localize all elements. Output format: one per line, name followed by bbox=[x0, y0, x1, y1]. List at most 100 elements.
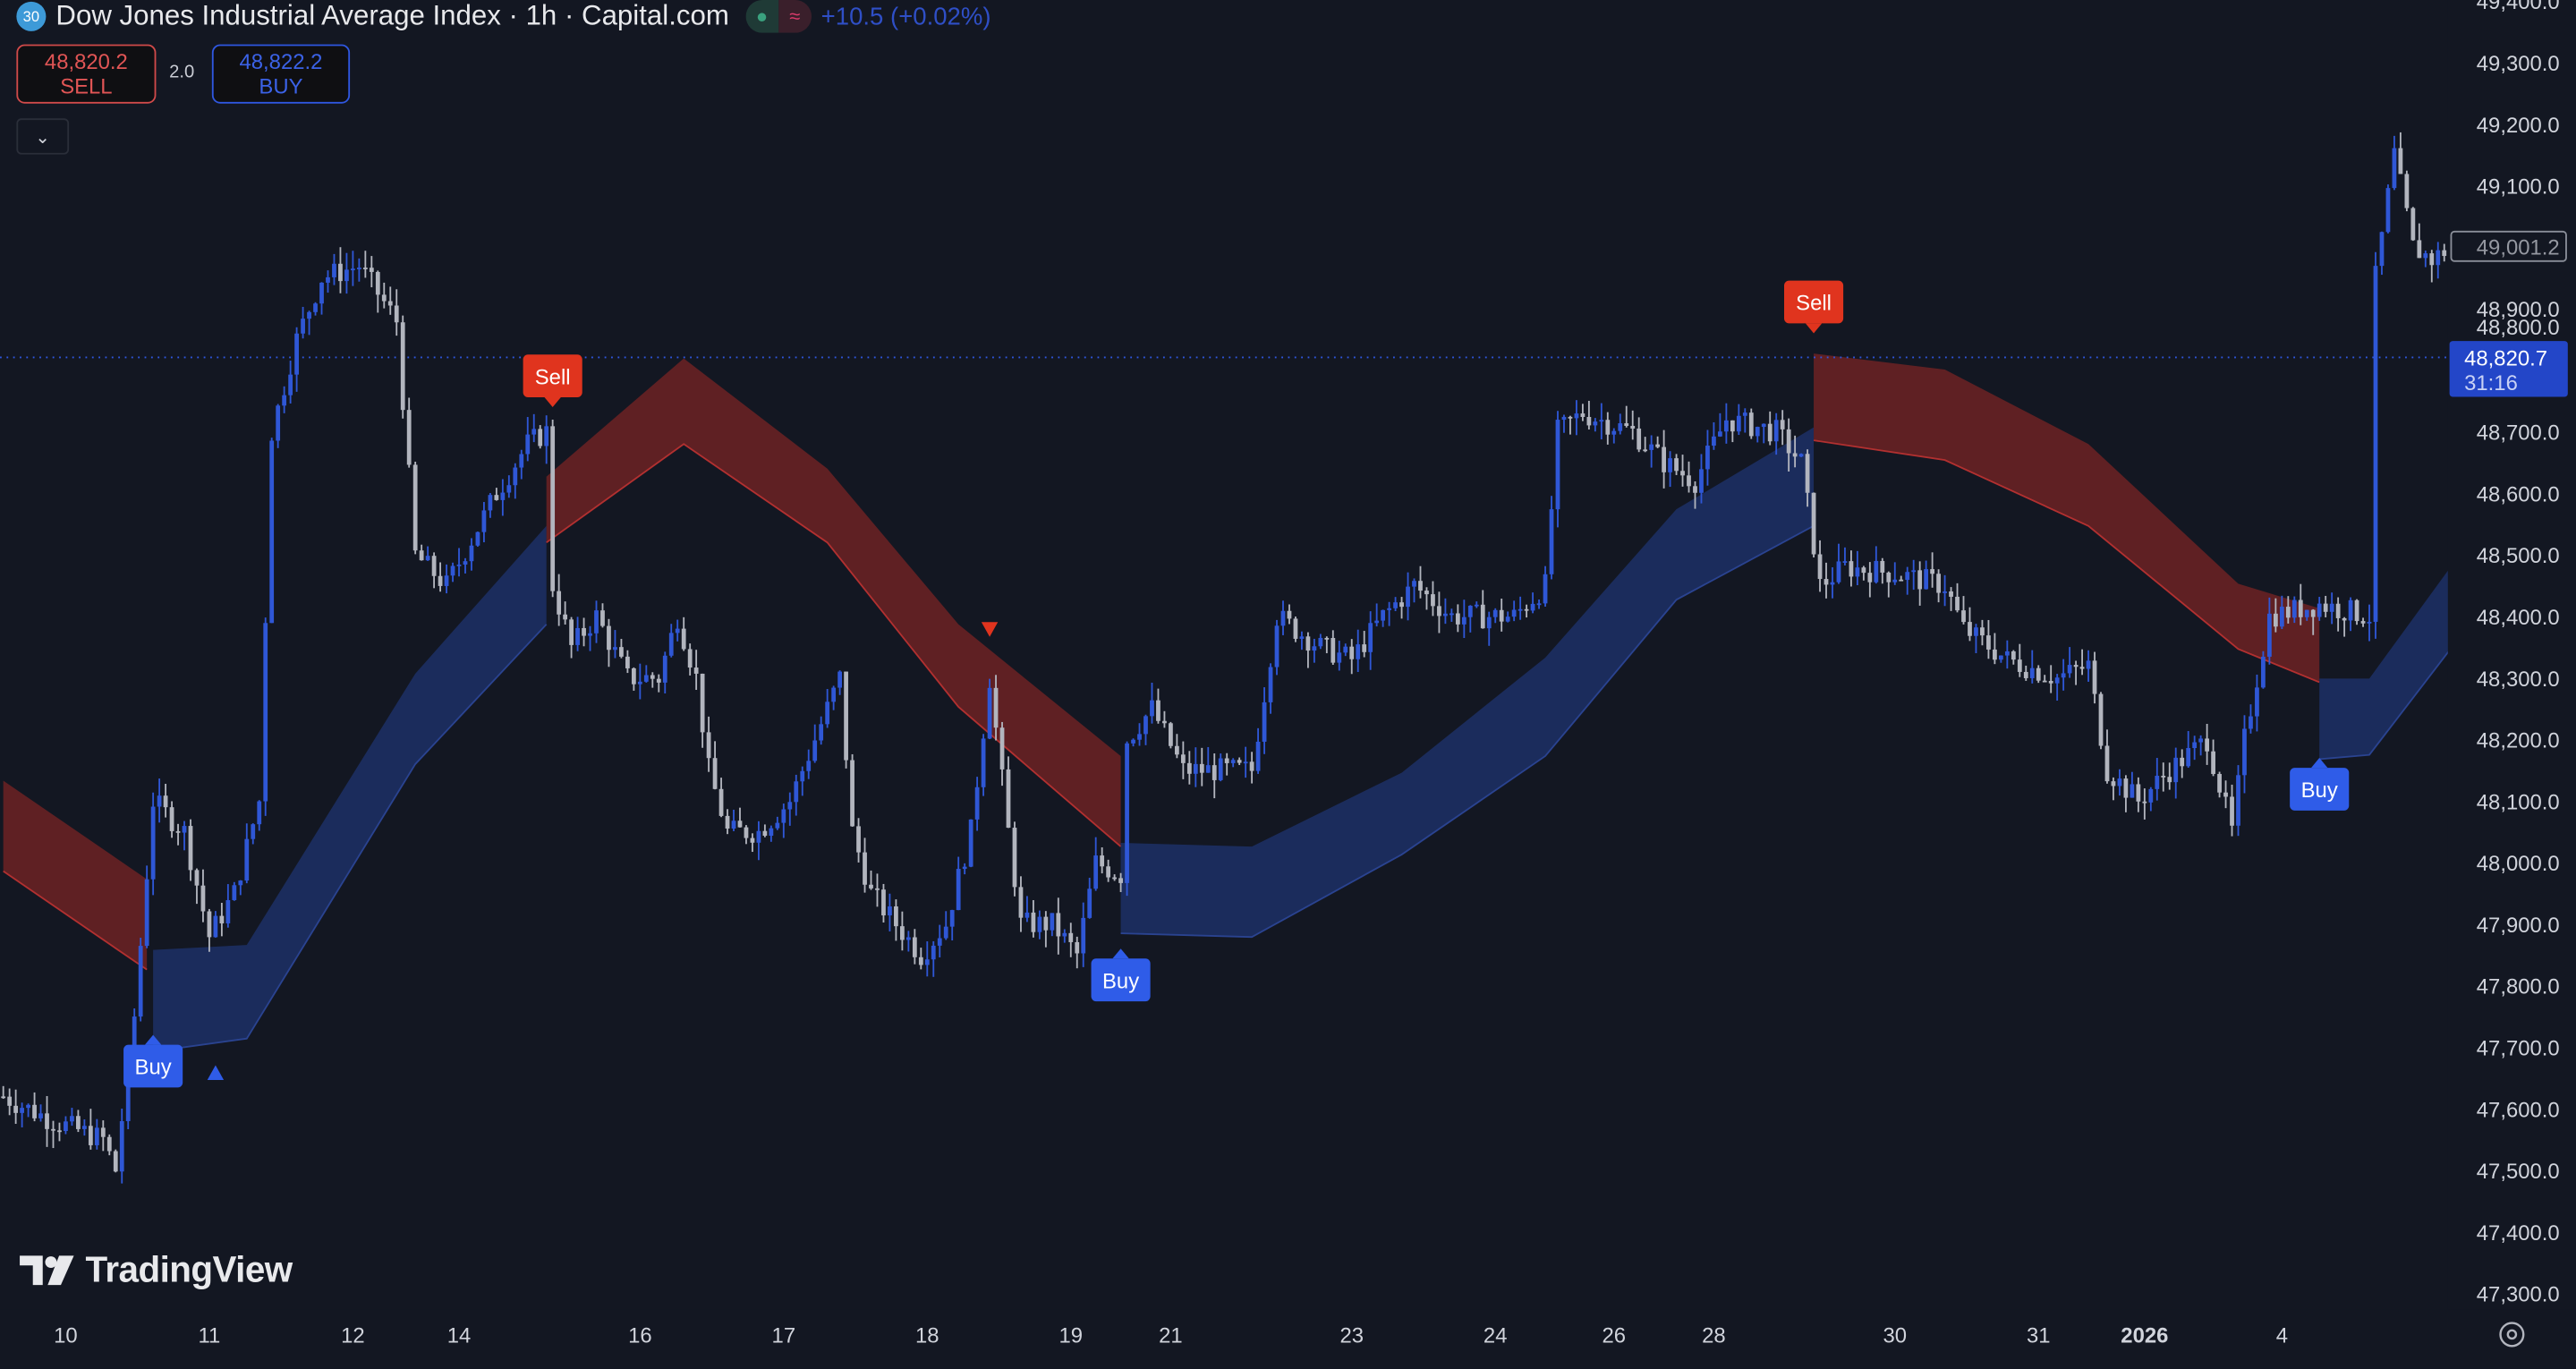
candle-body bbox=[2342, 617, 2347, 621]
candle-body bbox=[2142, 801, 2147, 804]
chart-title[interactable]: Dow Jones Industrial Average Index · 1h … bbox=[55, 0, 729, 31]
candle bbox=[2186, 731, 2191, 769]
candle bbox=[1580, 404, 1586, 421]
candle-body bbox=[1268, 667, 1273, 702]
candle-body bbox=[207, 911, 212, 938]
candle bbox=[2054, 674, 2060, 702]
candle-body bbox=[2285, 607, 2291, 618]
candle bbox=[899, 911, 905, 951]
candle bbox=[2385, 184, 2391, 234]
candle bbox=[150, 792, 156, 896]
time-tick-label: 23 bbox=[1339, 1324, 1364, 1348]
candle bbox=[1637, 417, 1642, 453]
candle-body bbox=[869, 884, 873, 889]
candle-body bbox=[2348, 599, 2353, 621]
candle-body bbox=[1193, 763, 1198, 774]
candle bbox=[924, 941, 930, 977]
candle-body bbox=[319, 282, 324, 304]
sell-zone-edge bbox=[546, 443, 1122, 847]
candle bbox=[1805, 449, 1810, 507]
candle bbox=[993, 675, 999, 741]
candle-body bbox=[1712, 436, 1716, 446]
candle-body bbox=[1723, 420, 1729, 432]
candle-body bbox=[819, 724, 824, 741]
candle bbox=[607, 618, 611, 667]
candle bbox=[2079, 649, 2085, 676]
candle-body bbox=[2404, 174, 2410, 208]
candle-body bbox=[1492, 609, 1498, 617]
signal-text: Buy bbox=[1102, 969, 1139, 993]
time-tick-label: 4 bbox=[2276, 1324, 2288, 1348]
candle-body bbox=[238, 880, 243, 886]
candle bbox=[706, 716, 711, 772]
candle bbox=[2042, 675, 2047, 683]
candle-body bbox=[1455, 613, 1460, 625]
candle-body bbox=[1331, 637, 1336, 663]
settings-gear-icon[interactable] bbox=[2499, 1322, 2525, 1348]
candle bbox=[2067, 647, 2072, 678]
candle-body bbox=[2310, 609, 2316, 617]
candle bbox=[1755, 426, 1760, 443]
candle bbox=[175, 823, 181, 846]
candle-body bbox=[894, 906, 898, 927]
price-change: +10.5 (+0.02%) bbox=[820, 2, 991, 30]
candle-body bbox=[225, 900, 231, 923]
candle-body bbox=[806, 761, 812, 771]
candle-body bbox=[569, 619, 574, 645]
candle-body bbox=[1849, 561, 1854, 577]
candle bbox=[400, 315, 405, 419]
candle-body bbox=[369, 268, 374, 272]
candle bbox=[338, 247, 343, 293]
candle bbox=[875, 873, 880, 907]
candle-body bbox=[88, 1126, 93, 1145]
candle-body bbox=[924, 959, 930, 965]
price-tick-label: 49,300.0 bbox=[2477, 52, 2560, 76]
sell-button[interactable]: 48,820.2 SELL bbox=[16, 44, 157, 104]
candle-body bbox=[1830, 582, 1835, 585]
candle bbox=[2436, 242, 2441, 279]
candle-body bbox=[2423, 253, 2428, 259]
time-tick-label: 17 bbox=[772, 1324, 796, 1348]
candle bbox=[301, 306, 305, 339]
collapse-button[interactable]: ⌄ bbox=[16, 118, 70, 155]
candle bbox=[974, 777, 980, 831]
candle-body bbox=[1412, 581, 1416, 587]
candle bbox=[731, 809, 736, 831]
candle-body bbox=[132, 1016, 137, 1057]
candle bbox=[2167, 762, 2172, 790]
candle bbox=[1649, 435, 1654, 468]
buy-button[interactable]: 48,822.2 BUY bbox=[211, 44, 351, 104]
signal-box bbox=[1784, 280, 1844, 324]
candle-body bbox=[1169, 723, 1173, 746]
candle bbox=[2098, 692, 2104, 750]
candle-body bbox=[1874, 560, 1879, 582]
candle bbox=[2036, 665, 2041, 684]
candle bbox=[794, 774, 799, 816]
candle bbox=[1748, 408, 1754, 439]
candle-body bbox=[863, 852, 867, 885]
candle bbox=[51, 1120, 55, 1149]
candle-body bbox=[1518, 608, 1523, 611]
candle bbox=[1917, 561, 1923, 606]
candle-body bbox=[1968, 622, 1972, 636]
candle bbox=[1712, 421, 1716, 450]
candle-body bbox=[276, 405, 281, 441]
candle bbox=[1362, 631, 1367, 658]
candle bbox=[2285, 596, 2291, 624]
candle-body bbox=[1867, 573, 1873, 582]
candle bbox=[2323, 595, 2328, 617]
candle bbox=[513, 463, 518, 499]
candle-body bbox=[1230, 760, 1236, 763]
candle-body bbox=[194, 870, 200, 886]
candle bbox=[1424, 587, 1429, 610]
candle bbox=[718, 778, 724, 818]
candle bbox=[1255, 727, 1261, 774]
candle bbox=[1125, 741, 1129, 897]
price-tick-label: 47,700.0 bbox=[2477, 1037, 2560, 1061]
candle bbox=[1943, 574, 1947, 607]
candle-body bbox=[2367, 621, 2372, 624]
tradingview-logo[interactable]: TradingView bbox=[20, 1249, 293, 1292]
candle-body bbox=[76, 1116, 81, 1129]
status-pill[interactable]: ● ≈ bbox=[745, 0, 812, 33]
